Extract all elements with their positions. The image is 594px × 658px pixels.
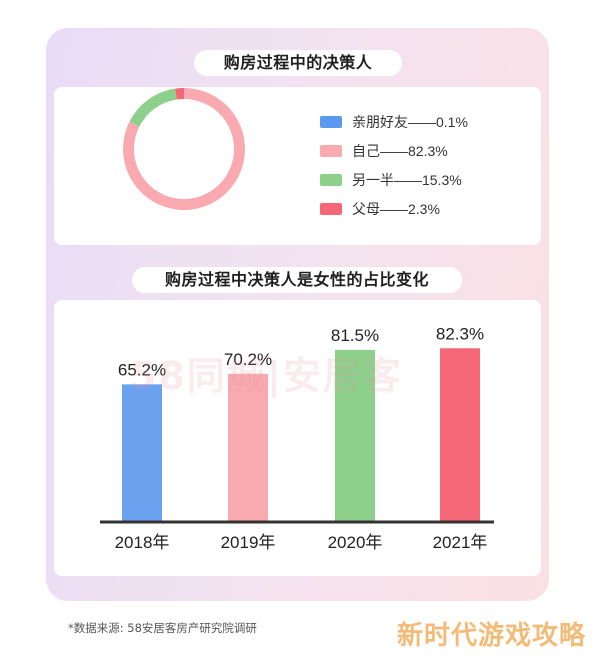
legend-label: 另一半——15.3% [352, 172, 462, 188]
corner-watermark: 新时代游戏攻略 [396, 621, 586, 651]
source-note: *数据来源: 58安居客房产研究院调研 [68, 621, 257, 635]
legend-item: 亲朋好友——0.1% [320, 114, 468, 130]
bar-panel: 65.2% 2018年 70.2% 2019年 81.5% 2020年 82.3% 2021年 [54, 300, 541, 576]
legend-swatch [320, 174, 342, 186]
donut-slice-2 [129, 88, 177, 127]
x-tick-label: 2019年 [221, 533, 276, 552]
donut-chart [123, 88, 245, 210]
bar-2019年 [228, 373, 268, 522]
bar-2021年 [440, 348, 480, 522]
x-tick-label: 2018年 [115, 533, 170, 552]
bar-value-label: 82.3% [436, 324, 484, 343]
x-tick-label: 2021年 [433, 533, 488, 552]
donut-slice-3 [175, 88, 184, 100]
legend-item: 另一半——15.3% [320, 172, 462, 188]
legend-item: 父母——2.3% [320, 201, 440, 217]
legend-label: 父母——2.3% [352, 201, 440, 217]
bar-value-label: 70.2% [224, 350, 272, 369]
bar-2018年 [122, 384, 162, 522]
legend-item: 自己——82.3% [320, 143, 448, 159]
legend-label: 自己——82.3% [352, 143, 448, 159]
bar-chart: 65.2% 2018年 70.2% 2019年 81.5% 2020年 82.3% 2021年 [100, 324, 494, 552]
donut-chart-title: 购房过程中的决策人 [194, 50, 402, 76]
bar-chart-title: 购房过程中决策人是女性的占比变化 [132, 267, 462, 293]
legend-label: 亲朋好友——0.1% [352, 114, 468, 130]
bar-value-label: 65.2% [118, 360, 166, 379]
legend-swatch [320, 116, 342, 128]
watermark-logo: 58同城|安居客 [130, 354, 403, 398]
donut-panel: 亲朋好友——0.1% 自己——82.3% 另一半——15.3% 父母——2.3% [54, 87, 541, 245]
legend-swatch [320, 145, 342, 157]
bar-value-label: 81.5% [331, 326, 379, 345]
bar-2020年 [335, 349, 375, 522]
x-tick-label: 2020年 [328, 533, 383, 552]
legend-swatch [320, 203, 342, 215]
